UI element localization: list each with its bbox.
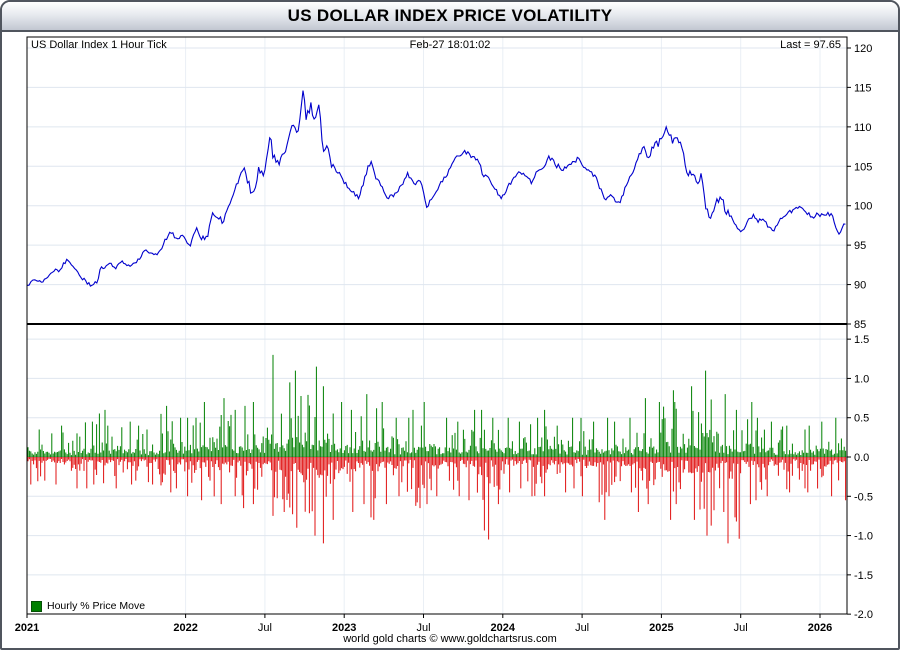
- x-tick-label: Jul: [734, 622, 748, 634]
- volatility-tick-label: -2.0: [854, 609, 873, 621]
- price-tick-label: 90: [854, 280, 866, 292]
- plot-border: [26, 36, 848, 615]
- plot-background: [27, 37, 847, 614]
- volatility-axis-labels: 1.5 1.0 0.5 0.0 -0.5 -1.0 -1.5 -2.0: [847, 334, 873, 621]
- x-tick-label: Jul: [416, 622, 430, 634]
- price-axis-labels: 85 90 95 100 105 110 115 120: [847, 43, 872, 331]
- timestamp-label: Feb-27 18:01:02: [409, 39, 491, 51]
- volatility-down-bars: [27, 457, 847, 544]
- last-price-label: Last = 97.65: [780, 39, 841, 51]
- volatility-tick-label: 0.0: [854, 452, 869, 464]
- price-tick-label: 105: [854, 161, 872, 173]
- legend: Hourly % Price Move: [31, 600, 145, 612]
- price-tick-label: 85: [854, 319, 866, 331]
- legend-label: Hourly % Price Move: [47, 600, 146, 612]
- legend-swatch: [31, 600, 42, 612]
- window-title: US DOLLAR INDEX PRICE VOLATILITY: [2, 2, 898, 32]
- price-tick-label: 115: [854, 82, 872, 94]
- series-title: US Dollar Index 1 Hour Tick: [31, 39, 167, 51]
- x-tick-label: Jul: [575, 622, 589, 634]
- credit-footer: world gold charts © www.goldchartsrus.co…: [343, 633, 557, 645]
- x-tick-label: 2024: [491, 622, 516, 634]
- price-tick-label: 95: [854, 240, 866, 252]
- price-tick-label: 110: [854, 122, 872, 134]
- volatility-tick-label: -1.5: [854, 570, 873, 582]
- x-tick-label: Jul: [258, 622, 272, 634]
- vertical-gridlines: [185, 37, 821, 614]
- volatility-tick-label: 0.5: [854, 413, 869, 425]
- price-tick-label: 120: [854, 43, 872, 55]
- price-line: [26, 90, 846, 287]
- window-title-text: US DOLLAR INDEX PRICE VOLATILITY: [287, 6, 613, 25]
- x-tick-label: 2026: [808, 622, 832, 634]
- chart-area: 85 90 95 100 105 110 115 120 1.5 1.0 0.5 0.0 -0.5 -1.…: [2, 32, 898, 648]
- volatility-tick-label: -1.0: [854, 531, 873, 543]
- x-tick-label: 2022: [173, 622, 197, 634]
- volatility-tick-label: -0.5: [854, 491, 873, 503]
- x-tick-label: 2023: [332, 622, 356, 634]
- volatility-up-bars: [27, 354, 847, 457]
- volatility-tick-label: 1.5: [854, 334, 869, 346]
- volatility-tick-label: 1.0: [854, 373, 869, 385]
- x-axis-labels: 2021 2022 Jul 2023 Jul 2024 Jul 2025 Jul 2026: [15, 614, 832, 634]
- x-tick-label: 2025: [649, 622, 673, 634]
- price-tick-label: 100: [854, 201, 872, 213]
- volatility-chart: 85 90 95 100 105 110 115 120 1.5 1.0 0.5 0.0 -0.5 -1.…: [15, 36, 873, 634]
- x-tick-label: 2021: [15, 622, 39, 634]
